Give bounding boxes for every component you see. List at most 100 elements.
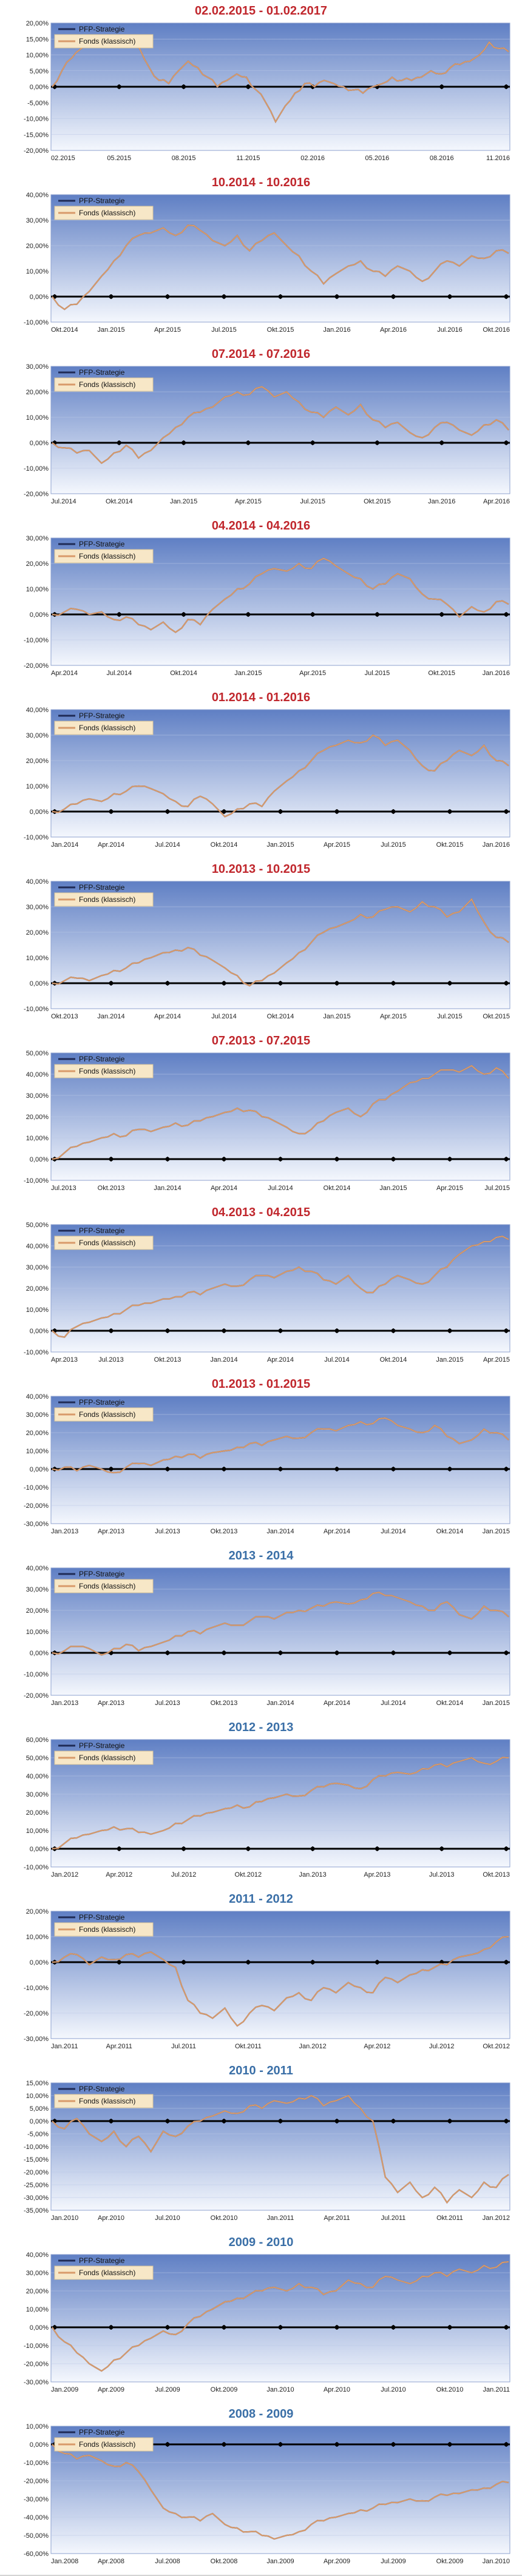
x-tick-label: Apr.2014 bbox=[98, 841, 124, 849]
x-tick-dot bbox=[278, 1328, 283, 1333]
x-tick-label: Apr.2010 bbox=[98, 2214, 124, 2222]
y-tick-label: 0,00% bbox=[30, 1959, 49, 1966]
x-tick-label: Jan.2015 bbox=[436, 1356, 463, 1364]
x-tick-dot bbox=[278, 1157, 283, 1162]
y-tick-label: 20,00% bbox=[26, 1607, 49, 1615]
legend: PFP-Strategie Fonds (klassisch) bbox=[54, 1741, 154, 1765]
legend: PFP-Strategie Fonds (klassisch) bbox=[54, 368, 154, 392]
chart-panel: 07.2014 - 07.2016 30,00% 20,00% 10,00% 0,00%… bbox=[0, 343, 522, 516]
y-tick-label: 30,00% bbox=[26, 1411, 49, 1419]
chart-panel: 01.2013 - 01.2015 40,00% 30,00% 20,00% 10,00… bbox=[0, 1373, 522, 1546]
chart-panel: 2013 - 2014 40,00% 30,00% 20,00% 10,00% 0,00%… bbox=[0, 1545, 522, 1718]
y-tick-label: 20,00% bbox=[26, 1114, 49, 1121]
legend: PFP-Strategie Fonds (klassisch) bbox=[54, 2085, 154, 2108]
x-tick-label: Okt.2014 bbox=[106, 498, 133, 505]
legend-box bbox=[54, 34, 154, 49]
legend-label-fonds: Fonds (klassisch) bbox=[79, 1239, 135, 1247]
x-tick-label: Jan.2013 bbox=[51, 1528, 78, 1535]
x-tick-dot bbox=[181, 612, 186, 617]
y-tick-label: 40,00% bbox=[26, 192, 49, 199]
x-tick-label: Okt.2014 bbox=[436, 1528, 464, 1535]
x-tick-label: Jul.2014 bbox=[211, 1013, 237, 1020]
x-tick-dot bbox=[165, 809, 170, 814]
x-tick-label: Jul.2014 bbox=[106, 670, 132, 677]
x-tick-label: Okt.2013 bbox=[211, 1528, 238, 1535]
x-tick-label: Okt.2016 bbox=[483, 326, 510, 334]
y-tick-label: -20,00% bbox=[24, 1502, 49, 1510]
x-tick-label: Okt.2015 bbox=[483, 1013, 510, 1020]
x-tick-label: Okt.2014 bbox=[51, 326, 78, 334]
x-tick-label: Jan.2015 bbox=[483, 1528, 510, 1535]
x-tick-dot bbox=[117, 1960, 121, 1965]
x-tick-dot bbox=[334, 1650, 339, 1655]
x-tick-dot bbox=[391, 1467, 396, 1471]
x-tick-dot bbox=[447, 2119, 452, 2124]
x-tick-label: Okt.2014 bbox=[380, 1356, 407, 1364]
y-tick-label: -10,00% bbox=[24, 2342, 49, 2350]
legend-box bbox=[54, 1579, 154, 1593]
chart-title: 07.2014 - 07.2016 bbox=[212, 348, 310, 361]
y-tick-label: -10,00% bbox=[24, 637, 49, 644]
x-tick-label: 02.2016 bbox=[300, 155, 325, 162]
chart-title: 10.2013 - 10.2015 bbox=[212, 863, 310, 876]
chart-title: 01.2013 - 01.2015 bbox=[212, 1377, 310, 1391]
y-tick-label: 20,00% bbox=[26, 20, 49, 27]
x-tick-label: Apr.2015 bbox=[436, 1185, 463, 1192]
y-tick-label: 40,00% bbox=[26, 1071, 49, 1078]
x-tick-label: Jan.2014 bbox=[210, 1356, 237, 1364]
x-tick-dot bbox=[109, 2119, 114, 2124]
x-tick-label: Jan.2012 bbox=[483, 2214, 510, 2222]
y-tick-label: -40,00% bbox=[24, 2514, 49, 2521]
x-tick-label: Jan.2015 bbox=[323, 1013, 350, 1020]
x-tick-label: Jan.2013 bbox=[51, 1700, 78, 1707]
x-tick-label: Okt.2015 bbox=[364, 498, 391, 505]
legend-box bbox=[54, 2437, 154, 2452]
y-tick-label: -10,00% bbox=[24, 465, 49, 472]
x-tick-label: Jul.2012 bbox=[429, 2043, 455, 2050]
y-tick-label: 30,00% bbox=[26, 363, 49, 371]
legend-box bbox=[54, 2265, 154, 2280]
x-tick-label: Jan.2014 bbox=[154, 1185, 181, 1192]
y-tick-label: -10,00% bbox=[24, 319, 49, 326]
x-tick-label: Jul.2014 bbox=[381, 1700, 406, 1707]
x-tick-label: Okt.2014 bbox=[324, 1185, 351, 1192]
x-tick-dot bbox=[447, 1328, 452, 1333]
x-tick-dot bbox=[278, 1467, 283, 1471]
x-tick-label: Jan.2014 bbox=[51, 841, 78, 849]
y-tick-label: 50,00% bbox=[26, 1222, 49, 1229]
legend-label-fonds: Fonds (klassisch) bbox=[79, 1067, 135, 1075]
x-tick-dot bbox=[391, 981, 396, 986]
x-tick-label: Okt.2011 bbox=[436, 2214, 463, 2222]
x-tick-dot bbox=[334, 981, 339, 986]
x-tick-label: Jan.2011 bbox=[51, 2043, 78, 2050]
x-tick-dot bbox=[375, 612, 379, 617]
y-tick-label: 5,00% bbox=[30, 68, 49, 75]
x-tick-label: Okt.2014 bbox=[170, 670, 197, 677]
x-tick-dot bbox=[334, 2325, 339, 2330]
x-tick-dot bbox=[222, 294, 226, 299]
x-tick-dot bbox=[310, 612, 315, 617]
y-tick-label: 0,00% bbox=[30, 1466, 49, 1473]
x-tick-dot bbox=[447, 2325, 452, 2330]
y-tick-label: -10,00% bbox=[24, 1484, 49, 1491]
x-tick-label: Jan.2009 bbox=[51, 2386, 78, 2393]
x-tick-dot bbox=[109, 809, 114, 814]
x-tick-label: Jul.2014 bbox=[155, 841, 180, 849]
legend-label-fonds: Fonds (klassisch) bbox=[79, 209, 135, 217]
x-tick-label: Apr.2015 bbox=[154, 326, 181, 334]
x-tick-dot bbox=[447, 1650, 452, 1655]
x-tick-label: Jul.2015 bbox=[381, 841, 406, 849]
x-tick-label: Okt.2013 bbox=[154, 1356, 181, 1364]
x-tick-label: Jul.2013 bbox=[155, 1528, 180, 1535]
x-tick-dot bbox=[391, 2325, 396, 2330]
x-tick-dot bbox=[165, 2325, 170, 2330]
legend-label-fonds: Fonds (klassisch) bbox=[79, 1925, 135, 1934]
x-tick-label: Jul.2013 bbox=[155, 1700, 180, 1707]
x-tick-dot bbox=[439, 612, 444, 617]
x-tick-label: Okt.2015 bbox=[436, 841, 464, 849]
y-tick-label: 50,00% bbox=[26, 1050, 49, 1057]
y-tick-label: 10,00% bbox=[26, 268, 49, 275]
chart-title: 2011 - 2012 bbox=[229, 1892, 293, 1906]
y-tick-label: 10,00% bbox=[26, 586, 49, 593]
x-tick-label: Apr.2012 bbox=[364, 2043, 390, 2050]
